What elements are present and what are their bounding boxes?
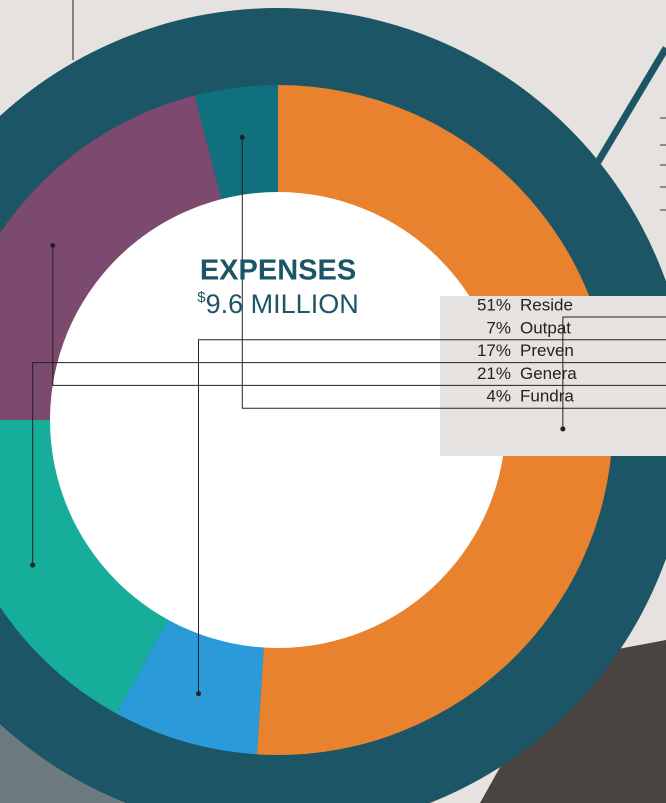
leader-dot (239, 134, 245, 140)
value-label: 17% (477, 341, 511, 360)
category-label: Reside (520, 295, 573, 314)
leader-line (52, 245, 666, 386)
leader-line (241, 137, 666, 409)
leader-dot (560, 426, 566, 432)
photo (480, 640, 666, 803)
decor-ticks (660, 117, 666, 211)
label-panel (440, 296, 666, 456)
category-label: Genera (520, 364, 577, 383)
currency: $ (197, 289, 206, 306)
chart-title: EXPENSES (200, 255, 356, 287)
value-label: 21% (477, 364, 511, 383)
total: $9.6 MILLION (197, 289, 358, 319)
category-label: Outpat (520, 318, 571, 337)
category-label: Preven (520, 341, 574, 360)
value-label: 7% (486, 318, 511, 337)
decor-line (594, 46, 666, 164)
donut-hole (50, 192, 506, 648)
leader-line (562, 316, 666, 429)
leader-dot (50, 242, 56, 248)
value-label: 51% (477, 295, 511, 314)
value-label: 4% (486, 387, 511, 406)
leader-dot (195, 691, 201, 697)
leader-line (197, 339, 666, 694)
total-amount: 9.6 MILLION (206, 289, 359, 319)
leader-dot (30, 562, 36, 568)
leaders (30, 134, 666, 697)
leader-line (32, 362, 666, 566)
category-label: Fundra (520, 387, 574, 406)
